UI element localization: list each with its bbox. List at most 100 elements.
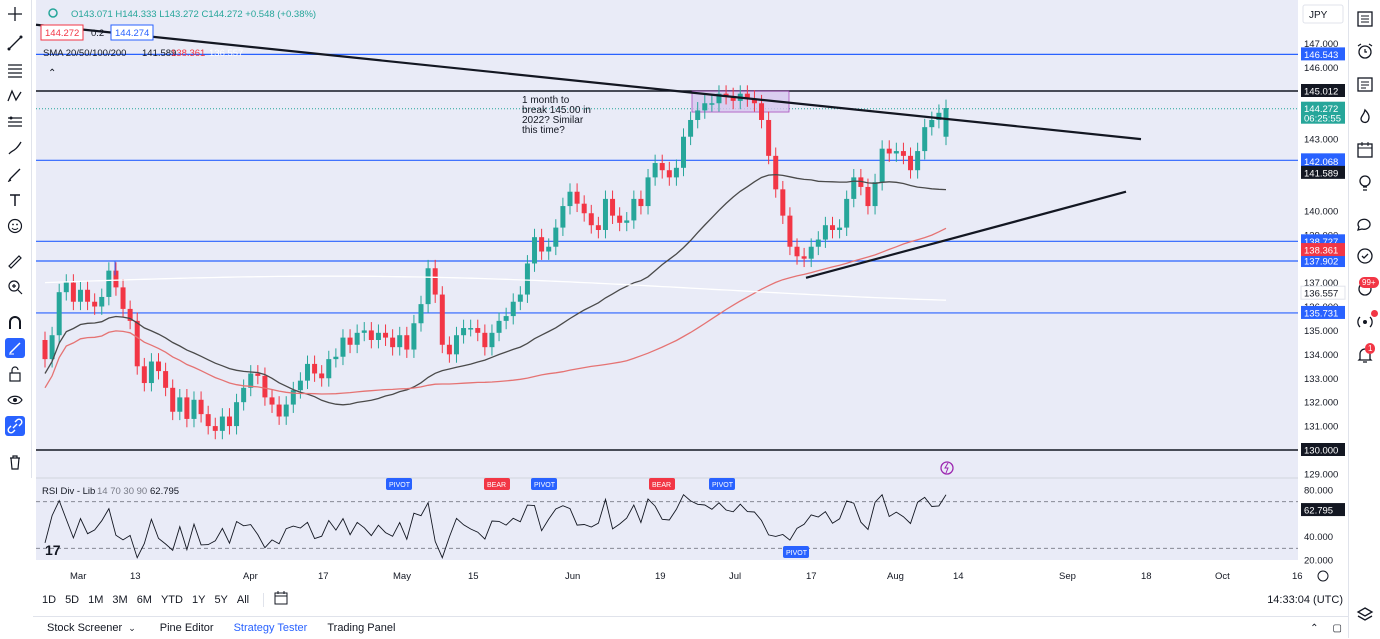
tab-stock-screener[interactable]: Stock Screener	[47, 622, 123, 634]
y-tick-label: 143.000	[1304, 135, 1338, 146]
layers-icon[interactable]	[1354, 604, 1376, 626]
candle-body	[439, 294, 445, 345]
hotlist-icon[interactable]	[1354, 106, 1376, 128]
prediction-icon[interactable]	[5, 112, 25, 132]
lock-icon[interactable]	[5, 364, 25, 384]
range-1m[interactable]: 1M	[88, 593, 104, 606]
pattern-icon[interactable]	[5, 86, 25, 106]
watchlist-icon[interactable]	[1354, 8, 1376, 30]
candle-body	[744, 93, 750, 99]
candle-body	[581, 203, 587, 214]
rsi-y-tick: 40.000	[1304, 532, 1333, 543]
ideas-icon[interactable]	[1354, 172, 1376, 194]
price-label-1: 142.068	[1304, 157, 1338, 168]
candle-body	[482, 332, 488, 348]
candle-body	[226, 416, 232, 427]
trash-icon[interactable]	[5, 452, 25, 472]
candle-body	[808, 246, 814, 259]
ruler-icon[interactable]	[5, 252, 25, 272]
status-icon	[48, 8, 58, 18]
range-6m[interactable]: 6M	[136, 593, 152, 606]
magnet-icon[interactable]	[5, 313, 25, 333]
alarm-clock-icon[interactable]	[1354, 40, 1376, 62]
bid-box[interactable]	[40, 24, 84, 41]
candle-body	[156, 361, 162, 372]
emoji-icon[interactable]	[5, 216, 25, 236]
x-tick-label: 17	[806, 571, 817, 582]
crosshair-icon[interactable]	[5, 4, 25, 24]
candle-body	[602, 198, 608, 230]
candle-body	[822, 225, 828, 240]
level-label-1: 145.012	[1304, 87, 1338, 98]
candle-body	[248, 373, 254, 388]
maximize-panel-icon[interactable]: ▢	[1332, 622, 1342, 634]
price-label-bg-4	[1300, 285, 1346, 300]
chevron-down-icon[interactable]: ⌄	[128, 622, 136, 633]
candle-body	[872, 182, 878, 207]
stay-drawing-icon[interactable]	[5, 338, 25, 358]
candle-body	[787, 215, 793, 247]
collapse-chevron-icon[interactable]: ⌃	[48, 68, 56, 79]
lower-trendline	[805, 190, 1127, 279]
candle-body	[304, 363, 310, 381]
fib-icon[interactable]	[5, 60, 25, 80]
range-5d[interactable]: 5D	[65, 593, 80, 606]
range-3m[interactable]: 3M	[112, 593, 128, 606]
candle-body	[780, 189, 786, 216]
rsi-marker-bg	[386, 478, 412, 490]
range-1d[interactable]: 1D	[42, 593, 57, 606]
candle-body	[496, 320, 502, 333]
signal-icon[interactable]	[1354, 311, 1376, 333]
range-5y[interactable]: 5Y	[214, 593, 228, 606]
rsi-value-label: 62.795	[1304, 506, 1333, 517]
x-tick-label: 15	[468, 571, 479, 582]
range-1y[interactable]: 1Y	[191, 593, 206, 606]
data-window-icon[interactable]	[1354, 73, 1376, 95]
candle-body	[936, 112, 942, 120]
candle-body	[610, 198, 616, 216]
candle-body	[453, 335, 459, 355]
chart-area[interactable]: O143.071 H144.333 L143.272 C144.272 +0.5…	[33, 0, 1348, 585]
rsi-value-bg	[1301, 503, 1345, 517]
lightning-icon[interactable]	[940, 461, 954, 475]
currency-label: JPY	[1309, 10, 1328, 21]
candle-body	[113, 270, 119, 288]
level-label-bg-5	[1301, 305, 1345, 319]
zoom-in-icon[interactable]	[5, 277, 25, 297]
text-icon[interactable]	[5, 190, 25, 210]
candle-body	[383, 332, 389, 338]
tab-strategy-tester[interactable]: Strategy Tester	[233, 622, 308, 634]
eye-icon[interactable]	[5, 390, 25, 410]
candle-body	[645, 177, 651, 207]
candle-body	[397, 335, 403, 348]
candle-body	[723, 93, 729, 97]
currency-select[interactable]	[1302, 4, 1344, 24]
streams-icon[interactable]	[1354, 245, 1376, 267]
tab-pine-editor[interactable]: Pine Editor	[159, 622, 214, 634]
ask-box[interactable]	[110, 24, 154, 41]
sma-value-3: 136.557	[209, 48, 243, 59]
pen-icon[interactable]	[5, 164, 25, 184]
trendline-icon[interactable]	[5, 33, 25, 53]
link-icon[interactable]	[5, 416, 25, 436]
candle-body	[666, 170, 672, 178]
candle-body	[915, 151, 921, 171]
range-all[interactable]: All	[236, 593, 250, 606]
candle-body	[695, 110, 701, 120]
candle-body	[120, 287, 126, 309]
candle-body	[900, 151, 906, 156]
range-ytd[interactable]: YTD	[160, 593, 183, 606]
brush-icon[interactable]	[5, 138, 25, 158]
candle-body	[191, 399, 197, 419]
calendar-icon[interactable]	[1354, 139, 1376, 161]
clock[interactable]: 14:33:04 (UTC)	[1267, 593, 1343, 606]
candle-body	[340, 337, 346, 357]
tab-trading-panel[interactable]: Trading Panel	[327, 622, 396, 634]
chat-icon[interactable]	[1354, 212, 1376, 234]
bottom-tabs: Stock Screener ⌄ Pine Editor Strategy Te…	[33, 616, 1348, 639]
settings-gear-icon[interactable]	[1317, 570, 1329, 582]
collapse-panel-icon[interactable]: ⌃	[1310, 622, 1319, 634]
rsi-value-text: 62.795	[150, 486, 179, 497]
level-label-4: 137.902	[1304, 257, 1338, 268]
goto-date-icon[interactable]	[274, 591, 288, 608]
